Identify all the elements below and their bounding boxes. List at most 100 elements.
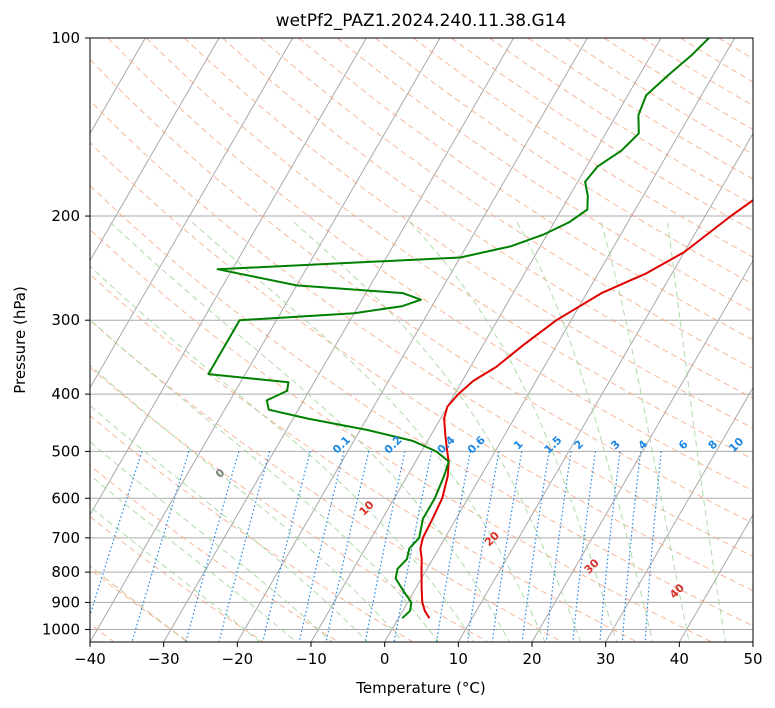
moist-adiabat-label: 30	[582, 556, 602, 576]
mixing-ratio-label: 1	[511, 438, 526, 453]
isotherm-line	[752, 641, 753, 642]
isotherm-line	[531, 259, 753, 642]
dry-adiabat-line	[90, 228, 712, 642]
mixing-ratio-line	[131, 451, 190, 642]
moist-adiabat-line	[90, 474, 297, 642]
y-tick-label: 200	[51, 207, 80, 225]
x-tick-label: 40	[670, 650, 689, 668]
mixing-ratio-label: 2	[572, 438, 587, 453]
mixing-ratio-label: 4	[636, 437, 651, 452]
moist-adiabat-line	[110, 222, 510, 642]
dry-adiabat-line	[90, 366, 488, 642]
dry-adiabat-line	[527, 38, 753, 180]
y-axis-title: Pressure (hPa)	[11, 286, 29, 394]
mixing-ratio-line	[599, 451, 621, 642]
dry-adiabat-line	[374, 38, 753, 285]
mixing-ratio-label: 13	[755, 435, 775, 455]
isotherm-line	[605, 386, 753, 642]
mixing-ratio-label: 1.5	[542, 433, 565, 456]
y-tick-label: 900	[51, 593, 80, 611]
mixing-ratio-line	[644, 451, 662, 642]
inline-labels: 0.10.20.40.611.52346810131620253036-100-…	[213, 433, 775, 601]
x-tick-label: −40	[74, 650, 106, 668]
dry-adiabat-line	[90, 273, 638, 642]
mixing-ratio-label: 6	[676, 437, 691, 452]
isotherm-line	[90, 38, 367, 516]
background-lines	[90, 38, 753, 642]
dry-adiabat-line	[260, 38, 753, 370]
mixing-ratio-line	[364, 451, 406, 642]
mixing-ratio-line	[90, 451, 143, 618]
moist-adiabat-line	[90, 441, 333, 642]
tan-dashed-curve	[90, 565, 188, 642]
mixing-ratio-label: 0.2	[382, 433, 405, 456]
mixing-ratio-line	[262, 451, 311, 642]
mixing-ratio-line	[466, 451, 500, 642]
dry-adiabat-line	[90, 184, 753, 627]
mixing-ratio-label: 3	[608, 438, 623, 453]
y-axis: 100 200 300 400 500 600 700 800 900 1000	[42, 29, 90, 638]
x-tick-label: 10	[449, 650, 468, 668]
mixing-ratio-line	[218, 451, 271, 642]
moist-adiabat-line	[90, 364, 404, 642]
mixing-ratio-line	[572, 451, 596, 642]
y-tick-label: 100	[51, 29, 80, 47]
isotherm-line	[163, 38, 515, 642]
mixing-ratio-line	[298, 451, 345, 642]
dry-adiabat-line	[222, 38, 753, 399]
mixing-ratio-label: 0.6	[465, 433, 488, 456]
x-axis-title: Temperature (°C)	[355, 679, 485, 697]
isotherm-line	[384, 38, 736, 642]
isotherm-line	[236, 38, 588, 642]
dry-adiabat-line	[107, 38, 753, 492]
y-tick-label: 800	[51, 563, 80, 581]
dry-adiabat-line	[642, 38, 753, 107]
data-lines	[207, 38, 753, 619]
dewpoint-line	[207, 38, 710, 619]
mixing-ratio-line	[435, 451, 471, 642]
moist-adiabat-line	[191, 222, 546, 642]
plot-area: 0.10.20.40.611.52346810131620253036-100-…	[90, 38, 775, 642]
temperature-line	[419, 198, 753, 619]
chart-title: wetPf2_PAZ1.2024.240.11.38.G14	[276, 11, 567, 31]
x-tick-label: −20	[222, 650, 254, 668]
y-tick-label: 700	[51, 529, 80, 547]
moist-adiabat-line	[409, 222, 618, 642]
moist-adiabat-line	[90, 404, 368, 642]
dry-adiabat-line	[413, 38, 753, 258]
x-tick-label: 20	[522, 650, 541, 668]
isotherm-line	[678, 513, 753, 642]
mixing-ratio-line	[185, 451, 240, 642]
moist-adiabat-label: 40	[667, 581, 687, 601]
x-tick-label: 30	[596, 650, 615, 668]
x-tick-label: −10	[295, 650, 327, 668]
isotherm-line	[90, 38, 441, 642]
dry-adiabat-line	[90, 319, 563, 642]
dry-adiabat-line	[90, 464, 339, 642]
mixing-ratio-line	[521, 451, 550, 642]
dry-adiabat-line	[90, 515, 264, 642]
x-tick-label: 50	[743, 650, 762, 668]
y-tick-label: 300	[51, 311, 80, 329]
moist-adiabat-label: 20	[482, 529, 502, 549]
moist-adiabat-label: 0	[213, 466, 228, 481]
isotherm-line	[90, 38, 220, 262]
y-tick-label: 400	[51, 385, 80, 403]
mixing-ratio-label: 0.1	[330, 433, 353, 456]
y-tick-label: 1000	[42, 620, 80, 638]
mixing-ratio-line	[325, 451, 370, 642]
dry-adiabat-line	[489, 38, 753, 206]
x-tick-label: 0	[380, 650, 390, 668]
moist-adiabat-line	[600, 222, 690, 642]
moist-adiabat-line	[293, 222, 582, 642]
y-tick-label: 600	[51, 489, 80, 507]
isotherm-line	[457, 132, 753, 642]
mixing-ratio-line	[491, 451, 523, 642]
dry-adiabat-line	[90, 142, 753, 592]
mixing-ratio-label: 8	[706, 438, 721, 453]
dry-adiabat-line	[298, 38, 753, 341]
dry-adiabat-line	[90, 415, 414, 642]
dry-adiabat-line	[680, 38, 753, 83]
x-axis: −40 −30 −20 −10 0 10 20 30 40 50	[74, 642, 763, 668]
